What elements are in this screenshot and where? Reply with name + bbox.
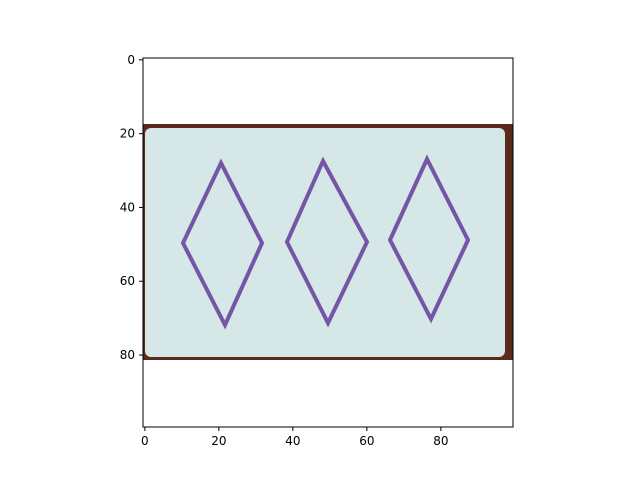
y-tick-label: 80 [120, 348, 135, 362]
x-tick-label: 60 [359, 434, 374, 448]
image [143, 124, 513, 360]
x-tick-label: 80 [433, 434, 448, 448]
diamond [387, 154, 471, 324]
x-tick-label: 20 [211, 434, 226, 448]
diamond [180, 158, 265, 330]
y-tick-label: 40 [120, 200, 135, 214]
x-tick-label: 40 [285, 434, 300, 448]
y-tick-label: 60 [120, 274, 135, 288]
axes-frame [142, 57, 514, 428]
y-tick-label: 20 [120, 127, 135, 141]
x-tick-label: 0 [141, 434, 149, 448]
y-tick-label: 0 [127, 53, 135, 67]
diamond [284, 156, 370, 328]
